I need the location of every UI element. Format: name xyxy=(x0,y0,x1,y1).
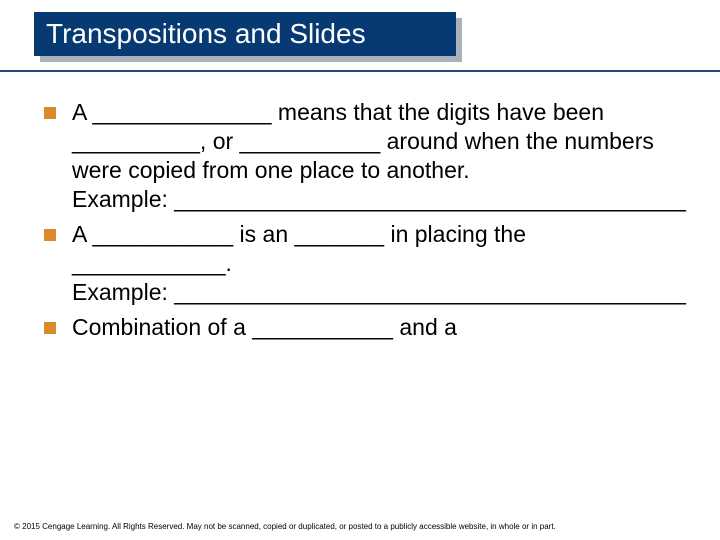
bullet-text: Combination of a ___________ and a xyxy=(72,313,457,342)
content-area: A ______________ means that the digits h… xyxy=(44,98,690,348)
title-bar: Transpositions and Slides xyxy=(0,0,720,78)
copyright-footer: © 2015 Cengage Learning. All Rights Rese… xyxy=(14,522,706,532)
bullet-text: A ___________ is an _______ in placing t… xyxy=(72,220,690,307)
title-underline xyxy=(0,70,720,72)
slide-title: Transpositions and Slides xyxy=(34,12,456,56)
bullet-square-icon xyxy=(44,322,56,334)
bullet-square-icon xyxy=(44,107,56,119)
bullet-item: Combination of a ___________ and a xyxy=(44,313,690,342)
bullet-text: A ______________ means that the digits h… xyxy=(72,98,690,214)
bullet-square-icon xyxy=(44,229,56,241)
bullet-item: A ______________ means that the digits h… xyxy=(44,98,690,214)
bullet-item: A ___________ is an _______ in placing t… xyxy=(44,220,690,307)
